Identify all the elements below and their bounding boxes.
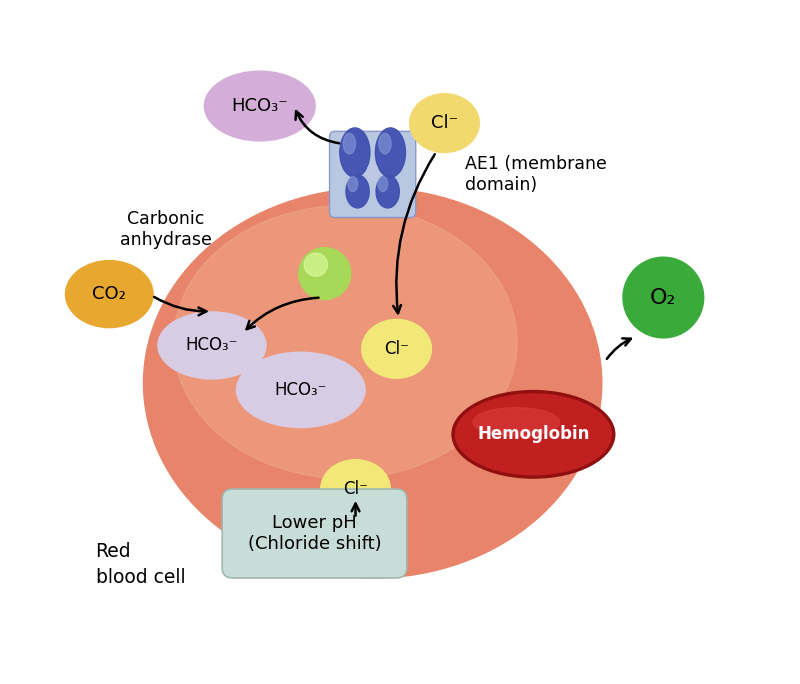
FancyBboxPatch shape (222, 489, 407, 578)
Ellipse shape (204, 70, 316, 142)
Ellipse shape (157, 311, 266, 380)
Ellipse shape (378, 133, 391, 154)
FancyBboxPatch shape (330, 131, 416, 218)
Ellipse shape (473, 408, 559, 436)
Text: Cl⁻: Cl⁻ (431, 114, 458, 132)
Ellipse shape (622, 256, 704, 339)
Text: Hemoglobin: Hemoglobin (477, 425, 590, 443)
Text: HCO₃⁻: HCO₃⁻ (186, 337, 238, 354)
Ellipse shape (375, 128, 406, 177)
Text: AE1 (membrane
domain): AE1 (membrane domain) (465, 155, 607, 194)
Ellipse shape (340, 128, 370, 177)
Text: Lower pH
(Chloride shift): Lower pH (Chloride shift) (248, 514, 382, 553)
Text: HCO₃⁻: HCO₃⁻ (231, 97, 288, 115)
Ellipse shape (343, 133, 355, 154)
Ellipse shape (65, 260, 154, 328)
Text: Carbonic
anhydrase: Carbonic anhydrase (120, 210, 212, 248)
Ellipse shape (378, 176, 388, 192)
Ellipse shape (361, 319, 432, 379)
Text: Cl⁻: Cl⁻ (343, 480, 368, 498)
Ellipse shape (376, 175, 399, 208)
Text: Cl⁻: Cl⁻ (384, 340, 409, 358)
Ellipse shape (367, 164, 378, 181)
Circle shape (304, 253, 327, 276)
Text: O₂: O₂ (650, 287, 677, 308)
Circle shape (298, 248, 350, 300)
Text: CO₂: CO₂ (92, 285, 126, 303)
Ellipse shape (451, 390, 615, 479)
Ellipse shape (143, 188, 602, 578)
Ellipse shape (320, 459, 391, 519)
Ellipse shape (348, 176, 358, 192)
Ellipse shape (174, 206, 517, 479)
Ellipse shape (454, 393, 612, 475)
Ellipse shape (346, 175, 370, 208)
Ellipse shape (236, 352, 366, 428)
Ellipse shape (409, 93, 480, 153)
Text: Red
blood cell: Red blood cell (96, 542, 186, 587)
Text: HCO₃⁻: HCO₃⁻ (274, 381, 327, 399)
